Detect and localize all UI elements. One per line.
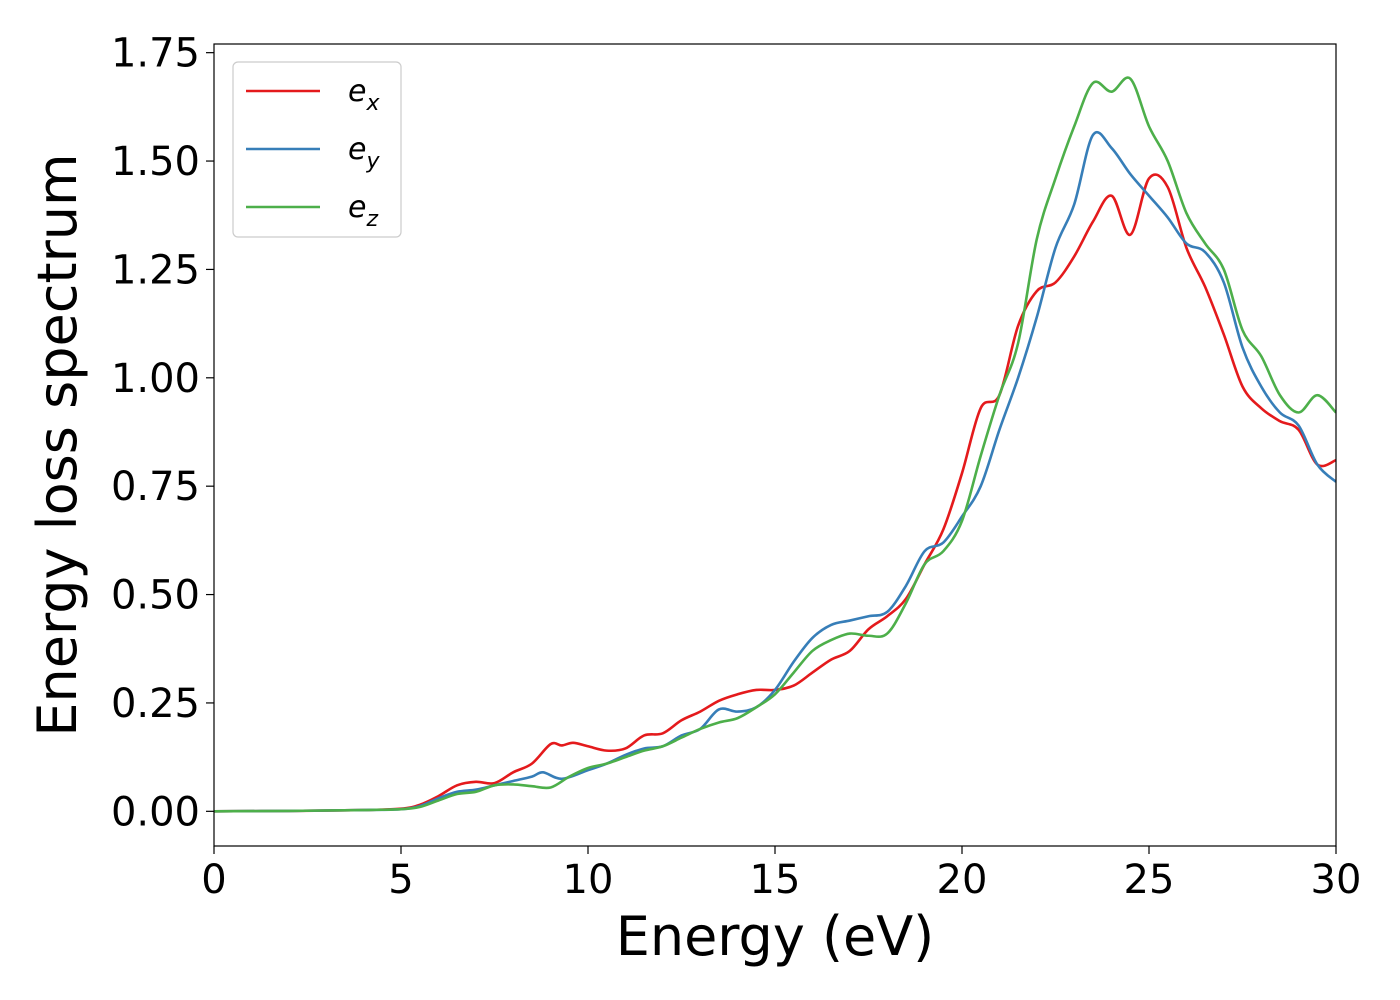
x-tick-label: 10 <box>563 857 614 903</box>
x-tick-label: 5 <box>388 857 413 903</box>
plot-lines <box>214 76 1336 813</box>
y-tick-label: 0.75 <box>111 464 200 510</box>
x-tick-label: 20 <box>937 857 988 903</box>
x-tick-label: 15 <box>750 857 801 903</box>
y-tick-label: 1.25 <box>111 247 200 293</box>
y-tick-label: 0.25 <box>111 681 200 727</box>
x-axis: 0 5 10 15 20 25 30 <box>201 846 1361 903</box>
x-tick-label: 30 <box>1311 857 1362 903</box>
y-tick-label: 1.75 <box>111 31 200 77</box>
y-axis-title: Energy loss spectrum <box>26 153 89 736</box>
y-axis: 0.00 0.25 0.50 0.75 1.00 1.25 1.50 1.75 <box>111 31 214 835</box>
series-line-z <box>214 76 1336 813</box>
legend-label-y: ey <box>348 132 380 174</box>
y-tick-label: 1.00 <box>111 356 200 402</box>
y-tick-label: 0.00 <box>111 789 200 835</box>
legend-label-x: ex <box>348 74 380 116</box>
legend: ex ey ez <box>232 61 402 238</box>
x-axis-title: Energy (eV) <box>616 905 935 968</box>
legend-label-z: ez <box>348 190 378 232</box>
y-tick-label: 0.50 <box>111 573 200 619</box>
x-tick-label: 25 <box>1124 857 1175 903</box>
series-line-x <box>214 173 1336 813</box>
y-tick-label: 1.50 <box>111 139 200 185</box>
series-line-y <box>214 130 1336 813</box>
x-tick-label: 0 <box>201 857 226 903</box>
